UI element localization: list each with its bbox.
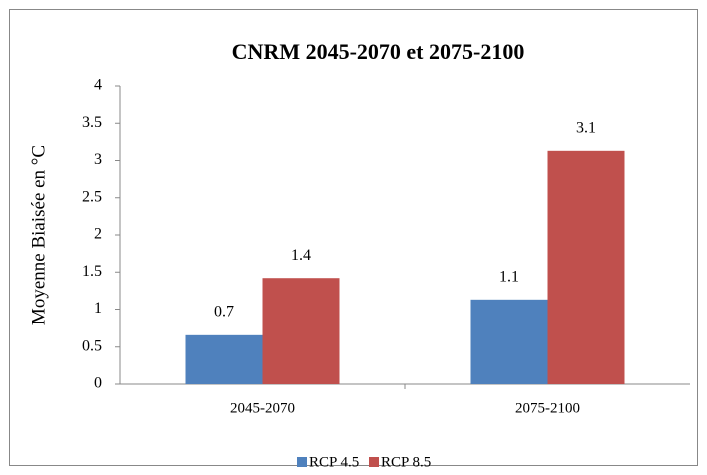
y-tick-label: 3 — [94, 151, 102, 168]
chart-title: CNRM 2045-2070 et 2075-2100 — [232, 39, 525, 64]
legend-swatch — [297, 457, 307, 467]
value-label: 0.7 — [214, 304, 234, 321]
y-tick-label: 1.5 — [82, 263, 102, 280]
value-label: 3.1 — [576, 119, 596, 136]
y-tick-label: 4 — [94, 77, 102, 94]
y-tick-label: 0.5 — [82, 337, 102, 354]
y-tick-label: 0 — [94, 375, 102, 392]
value-label: 1.4 — [291, 247, 311, 264]
y-tick-label: 3.5 — [82, 114, 102, 131]
bar — [262, 278, 340, 384]
bar — [185, 334, 263, 384]
y-axis-label: Moyenne Biaisée en °C — [28, 145, 49, 325]
legend-swatch — [369, 457, 379, 467]
legend-label: RCP 4.5 — [309, 454, 359, 470]
x-tick-label: 2045-2070 — [230, 400, 295, 416]
y-tick-label: 2 — [94, 226, 102, 243]
y-tick-label: 1 — [94, 300, 102, 317]
value-label: 1.1 — [499, 268, 519, 285]
x-tick-label: 2075-2100 — [515, 400, 580, 416]
y-tick-label: 2.5 — [82, 188, 102, 205]
bar — [547, 150, 625, 384]
legend-label: RCP 8.5 — [381, 454, 431, 470]
bar — [470, 299, 548, 384]
